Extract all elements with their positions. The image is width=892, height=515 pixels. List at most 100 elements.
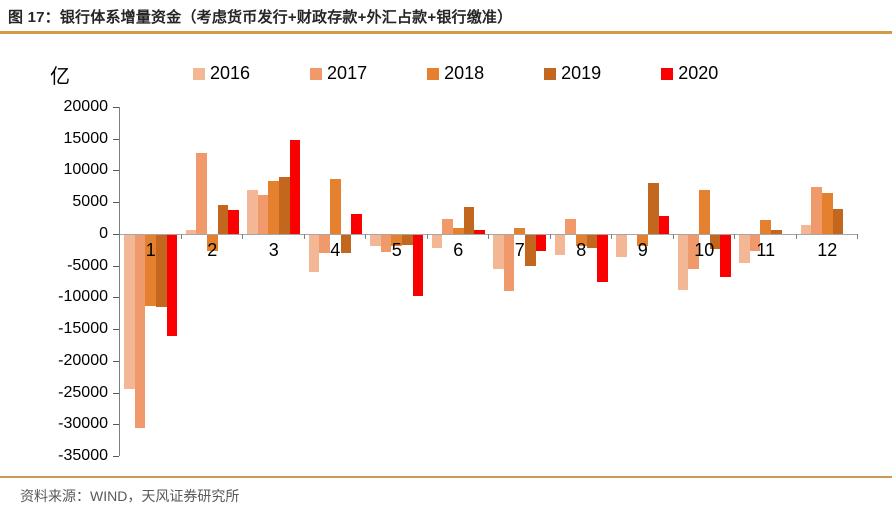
y-axis-tick xyxy=(113,392,119,394)
bar-2020-m7 xyxy=(535,234,547,251)
x-axis-month-label: 12 xyxy=(817,239,838,260)
x-axis-tick xyxy=(672,233,674,239)
legend-label-2018: 2018 xyxy=(444,63,485,83)
bar-2020-m4 xyxy=(351,214,362,234)
y-axis-label: -5000 xyxy=(67,256,108,274)
bar-2018-m1 xyxy=(145,234,157,306)
bar-2016-m11 xyxy=(739,234,750,264)
bar-2019-m4 xyxy=(340,234,352,253)
bar-2016-m3 xyxy=(247,190,258,234)
y-axis-label: 5000 xyxy=(72,193,108,211)
legend-label-2017: 2017 xyxy=(327,63,368,83)
legend-item-2017: 2017 xyxy=(310,63,367,84)
x-axis-tick xyxy=(242,233,243,239)
y-axis-tick xyxy=(113,360,119,362)
x-axis-month-label: 9 xyxy=(637,239,648,260)
bar-2018-m5 xyxy=(391,234,403,246)
x-axis-month-label: 5 xyxy=(391,239,402,260)
bar-2017-m11 xyxy=(749,234,761,252)
bar-2019-m1 xyxy=(156,234,167,307)
bar-2019-m12 xyxy=(832,209,844,234)
legend-item-2019: 2019 xyxy=(544,63,601,84)
bar-2020-m9 xyxy=(658,216,670,234)
footer-divider xyxy=(0,476,892,478)
bar-2019-m9 xyxy=(648,183,659,234)
y-axis-label: 10000 xyxy=(63,161,109,179)
y-axis-label: 15000 xyxy=(63,129,109,147)
x-axis-month-label: 10 xyxy=(694,239,715,260)
bar-2018-m6 xyxy=(452,228,464,234)
legend-swatch-2019 xyxy=(544,67,557,80)
chart-legend: 2016 2017 2018 2019 2020 xyxy=(193,63,718,84)
x-axis-month-label: 2 xyxy=(207,239,218,260)
legend-item-2016: 2016 xyxy=(193,63,250,84)
x-axis-tick xyxy=(611,233,612,239)
legend-swatch-2020 xyxy=(661,67,674,80)
legend-swatch-2017 xyxy=(310,67,323,80)
y-axis-tick xyxy=(113,265,119,267)
bar-2017-m3 xyxy=(257,194,269,234)
bar-2020-m2 xyxy=(228,210,239,234)
bar-2017-m4 xyxy=(319,234,330,254)
x-axis-tick xyxy=(180,233,182,239)
x-axis-tick xyxy=(488,233,489,239)
y-axis-tick xyxy=(113,107,119,108)
x-axis-tick xyxy=(734,233,735,239)
y-axis-label: -35000 xyxy=(58,447,108,464)
bar-2018-m2 xyxy=(206,234,218,251)
bar-2020-m3 xyxy=(289,139,301,234)
bar-2018-m3 xyxy=(268,181,280,234)
source-text: 资料来源：WIND，天风证券研究所 xyxy=(20,488,240,504)
y-axis-tick xyxy=(113,233,119,235)
x-axis-tick xyxy=(119,233,120,239)
bar-2017-m5 xyxy=(380,234,392,253)
legend-item-2018: 2018 xyxy=(427,63,484,84)
x-axis-month-label: 7 xyxy=(514,239,525,260)
y-axis-tick xyxy=(113,456,119,457)
figure-title: 图 17：银行体系增量资金（考虑货币发行+财政存款+外汇占款+银行缴准） xyxy=(8,9,513,26)
bar-2017-m6 xyxy=(442,218,453,234)
bar-2018-m7 xyxy=(514,227,526,234)
x-axis-month-label: 8 xyxy=(576,239,587,260)
legend-item-2020: 2020 xyxy=(661,63,718,84)
x-axis-month-label: 6 xyxy=(453,239,464,260)
y-axis-tick xyxy=(113,170,119,172)
bar-2018-m12 xyxy=(821,193,833,234)
bar-2019-m6 xyxy=(463,206,475,234)
bar-2017-m1 xyxy=(134,234,146,428)
y-axis-unit-label: 亿 xyxy=(50,66,70,88)
y-axis-label: 20000 xyxy=(63,98,109,115)
bar-2019-m5 xyxy=(402,234,413,246)
x-axis-month-label: 4 xyxy=(330,239,341,260)
bar-2020-m10 xyxy=(720,234,731,278)
legend-label-2020: 2020 xyxy=(678,63,719,83)
bar-2019-m10 xyxy=(709,234,721,249)
bar-2016-m10 xyxy=(677,234,689,291)
bar-2016-m4 xyxy=(308,234,320,273)
x-axis-month-label: 3 xyxy=(268,239,279,260)
y-axis-label: -25000 xyxy=(58,383,108,401)
bar-2020-m5 xyxy=(412,234,424,296)
y-axis-tick xyxy=(113,138,119,140)
bar-2016-m9 xyxy=(616,234,627,258)
y-axis-tick xyxy=(113,329,119,331)
bar-2020-m1 xyxy=(166,234,178,337)
y-axis-tick xyxy=(113,202,119,204)
bar-2018-m8 xyxy=(575,234,587,246)
legend-swatch-2018 xyxy=(427,67,440,80)
y-axis xyxy=(119,107,120,456)
y-axis-label: 0 xyxy=(99,224,108,242)
bar-2016-m7 xyxy=(493,234,504,270)
bar-2017-m7 xyxy=(503,234,515,292)
x-axis-month-label: 1 xyxy=(145,239,156,260)
y-axis-label: -15000 xyxy=(58,320,108,338)
bar-2019-m7 xyxy=(525,234,536,266)
legend-swatch-2016 xyxy=(193,67,205,80)
y-axis-label: -30000 xyxy=(58,415,108,433)
y-axis-tick xyxy=(113,297,119,299)
bar-2020-m6 xyxy=(474,230,485,234)
bar-2018-m10 xyxy=(698,190,710,234)
bar-2020-m8 xyxy=(597,234,608,282)
bar-2016-m8 xyxy=(554,234,566,256)
y-axis-tick xyxy=(113,424,119,426)
